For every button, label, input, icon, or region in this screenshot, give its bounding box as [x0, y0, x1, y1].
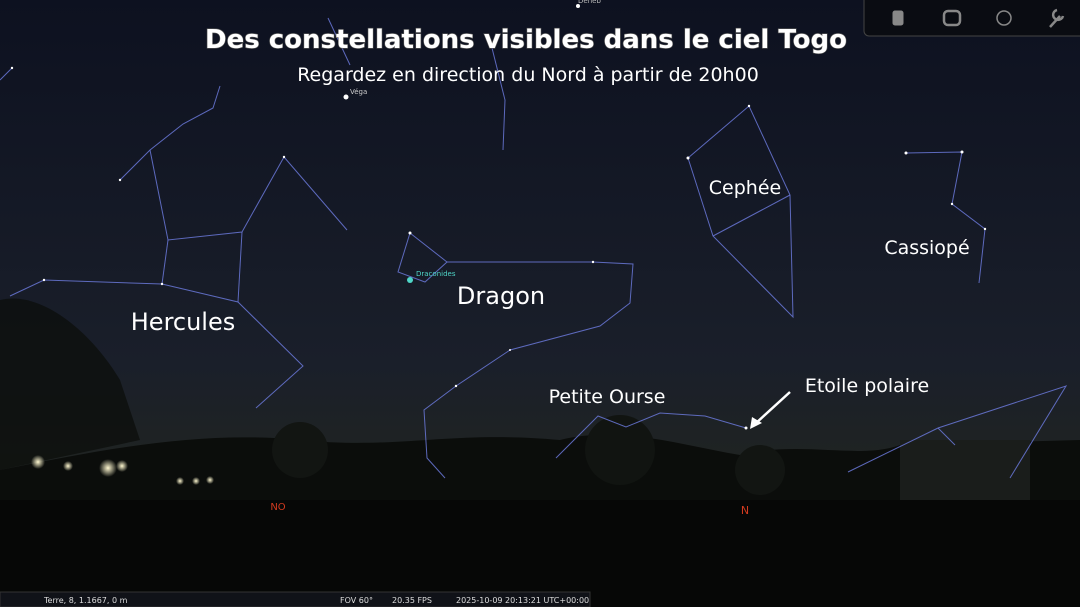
status-panel — [0, 591, 591, 607]
annotation: Etoile polaire — [805, 375, 929, 397]
status-fov: FOV 60° — [340, 596, 373, 605]
toolbar — [863, 0, 1080, 37]
title: Des constellations visibles dans le ciel… — [205, 25, 847, 55]
star-label: Draconides — [416, 270, 456, 278]
constellation-label: Petite Ourse — [549, 386, 666, 408]
star-label: Deneb — [578, 0, 601, 5]
status-datetime: 2025-10-09 20:13:21 UTC+00:00 — [456, 596, 589, 605]
status-bar: Terre, 8, 1.1667, 0 m FOV 60° 20.35 FPS … — [0, 591, 591, 607]
status-location: Terre, 8, 1.1667, 0 m — [43, 596, 128, 605]
meteor-radiant — [407, 277, 413, 283]
toolbar-button[interactable] — [942, 9, 962, 27]
star-label: Véga — [350, 88, 367, 96]
landscape — [0, 298, 1080, 607]
cardinal-label: NO — [270, 502, 285, 513]
constellation-label: Cassiopé — [884, 237, 969, 259]
toolbar-button[interactable] — [892, 10, 904, 26]
toolbar-panel — [863, 0, 1080, 37]
constellation-label: Hercules — [131, 308, 236, 336]
subtitle: Regardez en direction du Nord à partir d… — [297, 64, 759, 86]
stars — [10, 4, 987, 430]
toolbar-button[interactable] — [1049, 8, 1065, 28]
toolbar-button[interactable] — [996, 10, 1012, 26]
status-fps: 20.35 FPS — [392, 596, 432, 605]
arrow — [750, 391, 791, 429]
constellation-label: Dragon — [457, 282, 545, 310]
cardinal-label: N — [741, 504, 749, 517]
constellation-lines — [0, 17, 1068, 479]
constellation-label: Cephée — [709, 177, 781, 199]
